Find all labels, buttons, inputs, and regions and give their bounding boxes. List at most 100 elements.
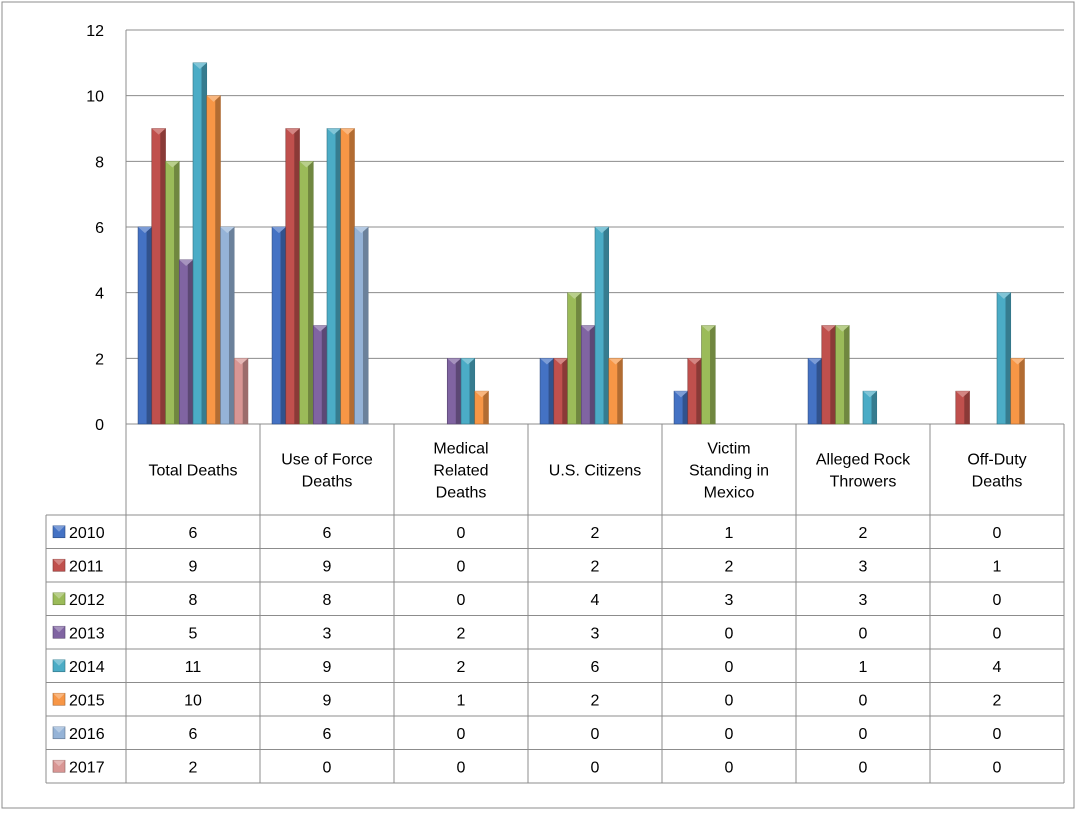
bar-cap [138,227,152,234]
data-label: 0 [591,726,600,743]
bar [608,358,623,425]
data-label: 1 [859,659,868,676]
category-label-line: Alleged Rock [816,452,911,469]
legend-key [52,759,66,773]
legend-label: 2012 [69,592,105,609]
data-label: 0 [725,625,734,642]
bar [594,226,610,425]
bar-cap [179,259,193,267]
bar-shade [682,391,688,424]
bar-cap [701,325,716,332]
bar [312,325,328,425]
category-label: Victim Standing in Mexico [689,441,769,502]
bar-cap [165,161,180,168]
y-tick-label: 4 [95,286,104,303]
bar [137,226,153,425]
bar-cap [447,358,461,365]
bar [460,358,476,425]
data-label: 0 [725,659,734,676]
bar [233,358,249,425]
bar [539,358,555,425]
data-label: 0 [859,726,868,743]
legend-label: 2015 [69,692,105,709]
category-label-line: Standing in [689,463,769,480]
category-label: Off-Duty Deaths [967,452,1026,491]
bar [996,292,1012,425]
data-label: 1 [457,692,466,709]
bar-shade [830,325,836,424]
legend-swatch-cap [53,592,65,599]
data-label: 2 [189,759,198,776]
category-label: Medical Related Deaths [433,441,488,502]
data-label: 3 [725,592,734,609]
y-tick-label: 12 [86,23,104,40]
data-label: 1 [725,525,734,542]
data-label: 11 [185,659,202,676]
data-label: 1 [993,558,1002,575]
data-label: 2 [725,558,734,575]
data-label: 3 [859,592,868,609]
bar [340,128,355,425]
legend-swatch-cap [53,659,65,666]
data-label: 0 [993,525,1002,542]
category-label: U.S. Citizens [549,463,641,480]
bar-shade [710,325,716,424]
bar-cap [595,227,609,234]
bar-shade [483,391,489,424]
bar-cap [955,391,970,398]
legend-swatch-cap [53,693,65,700]
data-label: 0 [591,759,600,776]
data-label: 10 [184,692,202,709]
y-tick-label: 8 [95,154,104,171]
y-tick-label: 10 [86,89,104,106]
data-label: 8 [189,592,198,609]
legend-label: 2011 [69,558,104,575]
legend-key [52,625,66,639]
category-label-line: Total Deaths [149,463,238,480]
bar [206,95,221,425]
category-label: Alleged Rock Throwers [816,452,911,491]
data-label: 0 [993,592,1002,609]
legend-swatch-cap [53,525,65,532]
data-label: 3 [323,625,332,642]
bar-cap [821,325,836,332]
data-label: 0 [457,726,466,743]
bar [862,390,878,425]
legend-label: 2017 [69,759,105,776]
bar-shade [362,227,369,424]
data-label: 6 [189,726,198,743]
bar-shade [215,95,221,425]
data-label: 4 [993,659,1002,676]
bar-shade [242,358,248,424]
legend-swatch-cap [53,559,65,566]
bar [807,358,823,425]
bar-cap [835,325,850,332]
data-label: 0 [457,558,466,575]
data-label: 9 [189,558,198,575]
bar [955,390,970,425]
legend-label: 2014 [69,659,105,676]
bar-cap [234,358,248,365]
bar [178,259,194,425]
data-label: 2 [457,625,466,642]
legend-key [52,692,66,706]
bar [220,226,235,425]
bar-cap [272,227,286,234]
bar-shade [871,391,877,424]
legend-label: 2010 [69,525,105,542]
bar-cap [1010,358,1025,365]
bar-shade [146,227,152,424]
data-label: 0 [725,759,734,776]
bar-shade [160,128,166,424]
bar-shade [603,227,609,424]
data-label: 2 [859,525,868,542]
category-label-line: Use of Force [281,452,373,469]
bar-shade [294,128,300,424]
legend-swatch-cap [53,626,65,633]
data-label: 0 [993,759,1002,776]
category-label-line: Medical [433,441,488,458]
bar-shade [589,325,595,424]
data-label: 5 [189,625,198,642]
data-label: 6 [591,659,600,676]
category-label-line: Deaths [972,474,1023,491]
